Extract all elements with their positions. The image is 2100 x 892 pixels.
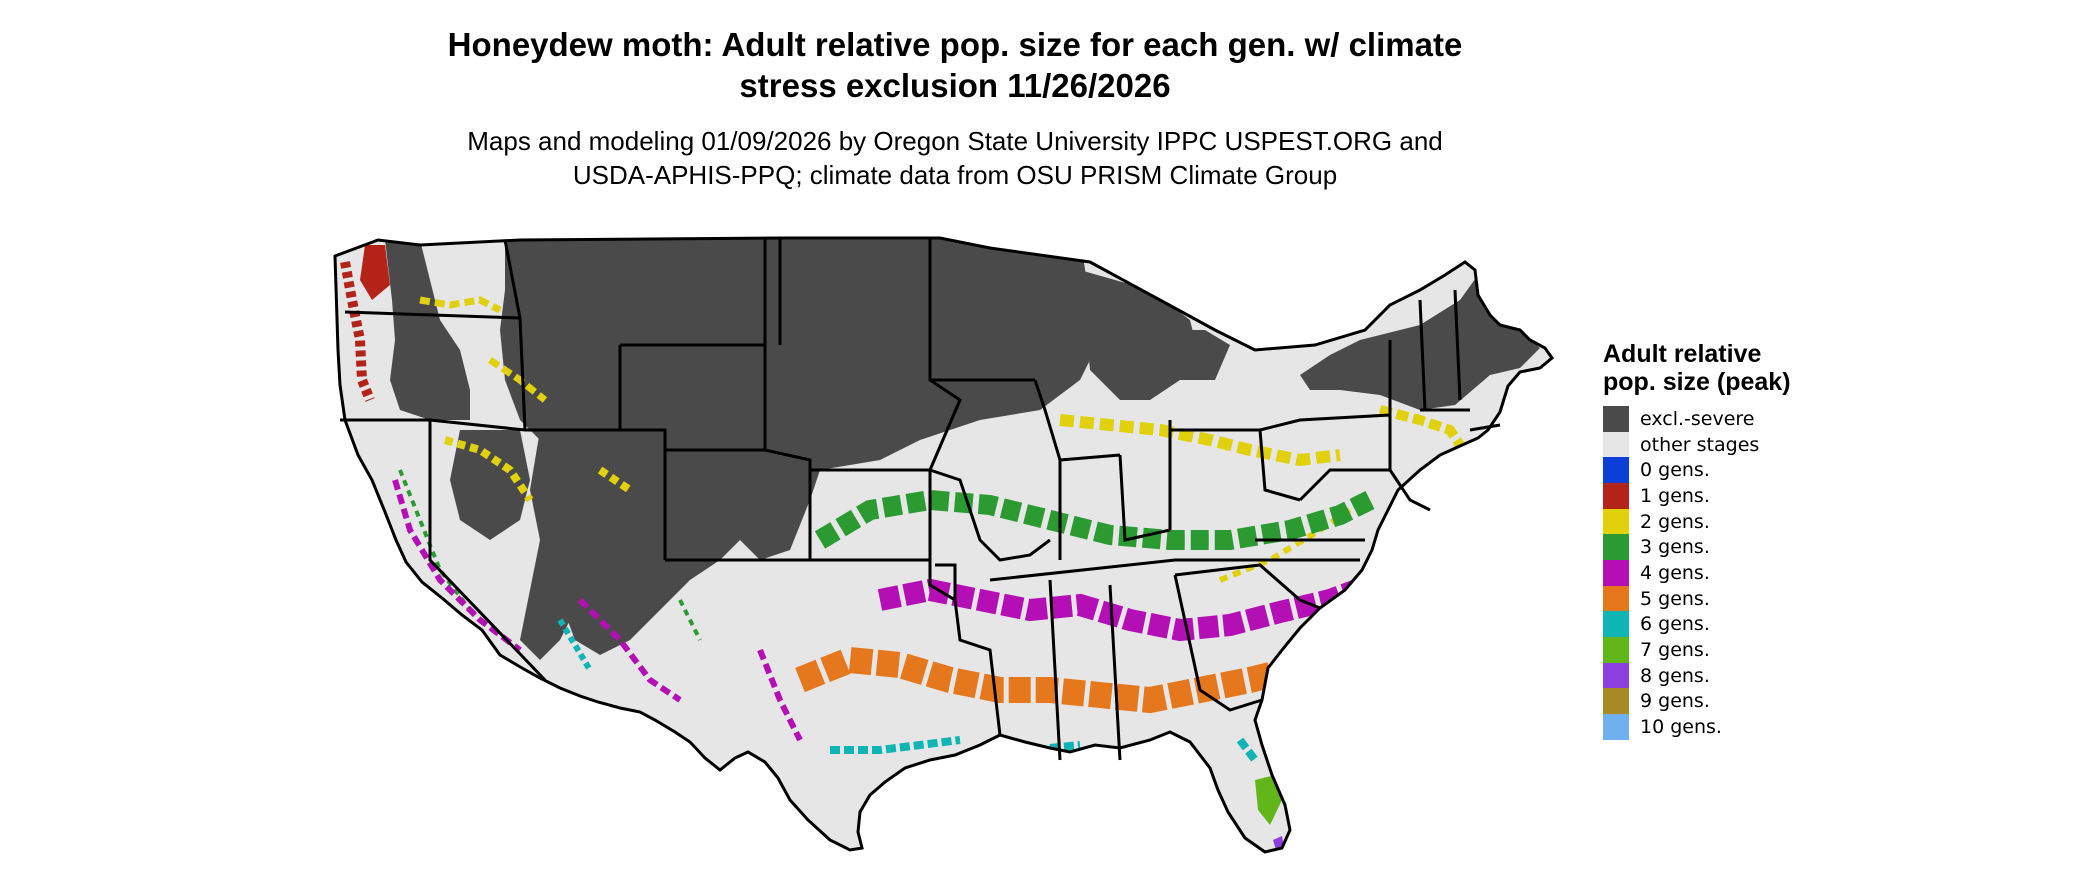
excl-severe-northwest-interior: [385, 240, 470, 420]
legend-label: 9 gens.: [1640, 690, 1710, 713]
legend-item: 6 gens.: [1603, 611, 1803, 638]
us-outline: [333, 236, 1555, 854]
map-subtitle: Maps and modeling 01/09/2026 by Oregon S…: [330, 124, 1580, 192]
legend-item: 8 gens.: [1603, 662, 1803, 689]
subtitle-line-2: USDA-APHIS-PPQ; climate data from OSU PR…: [572, 160, 1338, 190]
legend-swatch: [1603, 714, 1629, 741]
us-map: [333, 236, 1555, 854]
legend-item: 2 gens.: [1603, 508, 1803, 535]
midwest-2gen: [1059, 414, 1341, 467]
legend-item: 7 gens.: [1603, 637, 1803, 664]
legend-swatch: [1603, 405, 1629, 432]
legend-label: 1 gens.: [1640, 484, 1710, 507]
legend-label: other stages: [1640, 433, 1760, 456]
legend-item: 3 gens.: [1603, 534, 1803, 561]
legend-item: 1 gens.: [1603, 482, 1803, 509]
legend-swatch: [1603, 508, 1629, 535]
subtitle-line-1: Maps and modeling 01/09/2026 by Oregon S…: [467, 126, 1443, 156]
legend-item: 10 gens.: [1603, 714, 1803, 741]
legend-swatch: [1603, 431, 1629, 458]
legend-item: 0 gens.: [1603, 457, 1803, 484]
legend-swatch: [1603, 688, 1629, 715]
legend-item: 9 gens.: [1603, 688, 1803, 715]
legend-title: Adult relative pop. size (peak): [1603, 340, 1791, 396]
title-line-2: stress exclusion 11/26/2026: [739, 67, 1171, 104]
legend-item: excl.-severe: [1603, 405, 1803, 432]
mid-latitude-3gen: [814, 489, 1375, 550]
excl-severe-utah: [450, 430, 530, 540]
southwest-4gen: [392, 479, 803, 742]
legend-label: 5 gens.: [1640, 587, 1710, 610]
puget-sound-1gen: [360, 245, 390, 300]
legend-label: 10 gens.: [1640, 716, 1722, 739]
south-texas-7gen: [880, 780, 915, 825]
legend-label: 3 gens.: [1640, 536, 1710, 559]
legend-label: 4 gens.: [1640, 561, 1710, 584]
legend-swatch: [1603, 559, 1629, 586]
excl-severe-great-lakes-mi: [1155, 330, 1230, 380]
excl-severe-northern-plains-rockies: [500, 238, 1100, 655]
deep-south-5gen: [795, 646, 1294, 714]
legend-items: excl.-severe other stages 0 gens. 1 gens…: [1603, 405, 1803, 741]
inland-northwest-2gen: [419, 296, 548, 403]
legend-label: 0 gens.: [1640, 459, 1710, 482]
legend-swatch: [1603, 662, 1629, 689]
state-borders: [333, 236, 1555, 854]
legend-swatch: [1603, 585, 1629, 612]
legend-item: 5 gens.: [1603, 585, 1803, 612]
great-basin-2gen: [443, 436, 633, 503]
legend-label: 6 gens.: [1640, 613, 1710, 636]
legend-label: 8 gens.: [1640, 664, 1710, 687]
legend-swatch: [1603, 637, 1629, 664]
map-title: Honeydew moth: Adult relative pop. size …: [330, 24, 1580, 106]
legend-swatch: [1603, 534, 1629, 561]
legend-label: excl.-severe: [1640, 407, 1755, 430]
southern-tier-4gen: [877, 574, 1374, 642]
legend-label: 2 gens.: [1640, 510, 1710, 533]
pacific-coast-1gen: [340, 261, 375, 402]
legend-label: 7 gens.: [1640, 639, 1710, 662]
state-lines: [340, 238, 1501, 761]
legend-swatch: [1603, 457, 1629, 484]
central-florida-7gen: [1255, 775, 1282, 825]
legend-swatch: [1603, 482, 1629, 509]
legend-item: other stages: [1603, 431, 1803, 458]
title-line-1: Honeydew moth: Adult relative pop. size …: [447, 26, 1463, 63]
legend-swatch: [1603, 611, 1629, 638]
excl-severe-northeast: [1300, 275, 1540, 410]
legend: Adult relative pop. size (peak) excl.-se…: [1603, 340, 1803, 741]
excl-severe-southwest-mountains: [520, 430, 650, 660]
legend-item: 4 gens.: [1603, 559, 1803, 586]
